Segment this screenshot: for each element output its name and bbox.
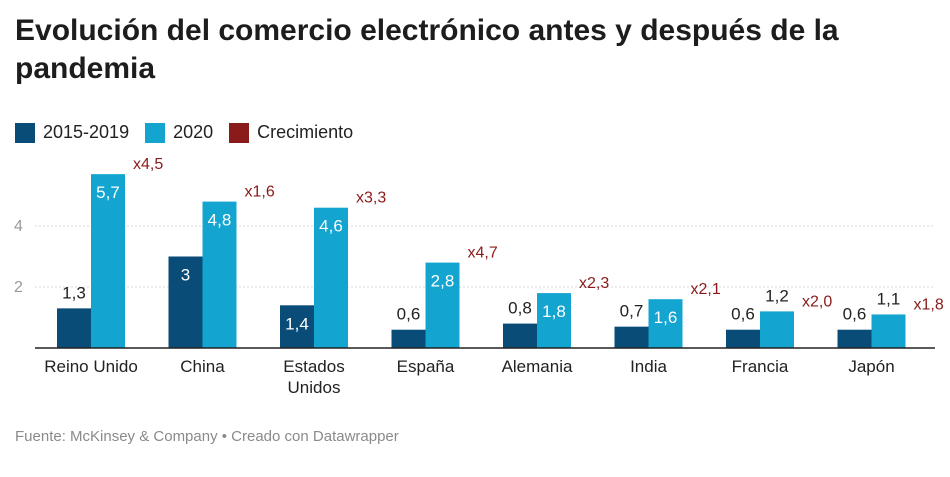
growth-label-japón: x1,8 <box>914 296 944 313</box>
data-label-2020-alemania: 1,8 <box>542 302 566 321</box>
source-footer: Fuente: McKinsey & Company • Creado con … <box>15 428 399 445</box>
category-label-india: India <box>630 357 667 376</box>
bar-2015-2019-india <box>614 326 649 348</box>
bar-2020-india <box>648 299 683 348</box>
data-label-2015-2019-japón: 0,6 <box>843 305 867 324</box>
growth-label-alemania: x2,3 <box>579 275 609 292</box>
growth-label-españa: x4,7 <box>468 245 498 262</box>
legend-label-2015-2019: 2015-2019 <box>43 122 130 142</box>
bar-2020-francia <box>760 311 794 348</box>
bar-2020-japón <box>871 314 906 348</box>
data-label-2015-2019-india: 0,7 <box>620 302 644 321</box>
legend: 2015-2019 2020 Crecimiento <box>15 122 369 143</box>
data-label-2020-india: 1,6 <box>654 308 678 327</box>
category-label-españa: España <box>397 357 455 376</box>
legend-item-crecimiento: Crecimiento <box>229 122 353 143</box>
legend-swatch-2020 <box>145 122 166 143</box>
legend-swatch-crecimiento <box>229 122 250 143</box>
legend-label-crecimiento: Crecimiento <box>257 122 354 142</box>
bar-2015-2019-japón <box>837 329 872 348</box>
data-label-2020-españa: 2,8 <box>431 272 455 291</box>
data-label-2020-reino-unido: 5,7 <box>96 183 120 202</box>
bar-2015-2019-españa <box>391 329 426 348</box>
y-tick-label-2: 2 <box>14 279 23 296</box>
growth-label-estados-unidos: x3,3 <box>356 190 386 207</box>
growth-label-francia: x2,0 <box>802 293 832 310</box>
category-label-estados-unidos: Estados Unidos <box>283 357 344 397</box>
category-label-reino-unido: Reino Unido <box>44 357 138 376</box>
bar-2020-españa <box>425 262 460 348</box>
data-label-2015-2019-españa: 0,6 <box>397 305 421 324</box>
bar-2020-china <box>202 201 237 348</box>
category-label-francia: Francia <box>732 357 789 376</box>
growth-label-china: x1,6 <box>245 184 275 201</box>
legend-swatch-2015-2019 <box>15 122 35 143</box>
bar-2015-2019-reino-unido <box>57 308 91 348</box>
bar-2020-estados-unidos <box>314 207 348 348</box>
bar-2020-reino-unido <box>91 174 125 348</box>
legend-item-2015-2019: 2015-2019 <box>15 122 129 143</box>
legend-label-2020: 2020 <box>173 122 214 142</box>
growth-label-reino-unido: x4,5 <box>133 156 163 173</box>
data-label-2020-francia: 1,2 <box>765 286 789 305</box>
data-label-2015-2019-francia: 0,6 <box>731 305 755 324</box>
bar-2015-2019-alemania <box>503 323 537 348</box>
category-label-alemania: Alemania <box>502 357 573 376</box>
chart-title: Evolución del comercio electrónico antes… <box>15 14 839 85</box>
data-label-2015-2019-alemania: 0,8 <box>508 299 532 318</box>
category-label-china: China <box>180 357 225 376</box>
data-label-2020-japón: 1,1 <box>877 289 901 308</box>
bar-2020-alemania <box>537 293 571 348</box>
category-label-japón: Japón <box>848 357 894 376</box>
legend-item-2020: 2020 <box>145 122 213 143</box>
bar-2015-2019-francia <box>726 329 760 348</box>
data-label-2015-2019-china: 3 <box>181 266 190 285</box>
data-label-2015-2019-reino-unido: 1,3 <box>62 283 86 302</box>
bar-2015-2019-china <box>168 256 203 348</box>
data-label-2020-china: 4,8 <box>208 211 232 230</box>
data-label-2020-estados-unidos: 4,6 <box>319 217 343 236</box>
growth-label-india: x2,1 <box>691 281 721 298</box>
bar-2015-2019-estados-unidos <box>280 305 314 348</box>
data-label-2015-2019-estados-unidos: 1,4 <box>285 314 309 333</box>
y-tick-label-4: 4 <box>14 218 23 235</box>
